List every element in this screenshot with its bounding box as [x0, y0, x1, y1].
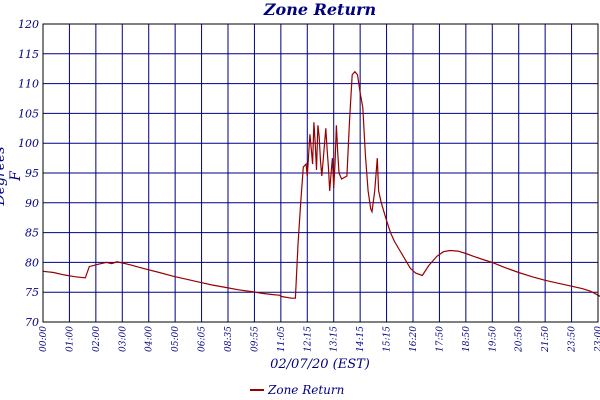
y-axis-label: Degrees F [0, 146, 24, 206]
x-tick-label: 06:05 [198, 326, 208, 352]
chart-title: Zone Return [263, 0, 377, 19]
series-line [42, 70, 600, 299]
y-tick-label: 110 [18, 78, 39, 91]
y-tick-label: 100 [18, 137, 39, 150]
x-tick-label: 21:50 [541, 326, 551, 353]
x-tick-label: 23:00 [594, 326, 600, 353]
x-tick-label: 20:50 [515, 326, 525, 353]
series-zone-return [42, 70, 600, 299]
legend-swatch [250, 389, 264, 391]
y-tick-labels: 70 75 80 85 90 95 100 105 110 115 120 [18, 18, 39, 329]
x-tick-label: 14:15 [356, 326, 366, 352]
x-tick-label: 00:00 [39, 326, 49, 352]
x-tick-label: 18:50 [462, 326, 472, 352]
y-tick-label: 120 [18, 18, 39, 31]
x-tick-label: 01:00 [65, 326, 75, 352]
x-tick-label: 17:50 [435, 326, 445, 352]
legend-label: Zone Return [268, 383, 345, 397]
x-tick-label: 19:50 [488, 326, 498, 352]
y-tick-label: 95 [25, 167, 39, 180]
y-tick-label: 80 [25, 256, 39, 269]
x-tick-labels: 00:00 01:00 02:00 03:00 04:00 05:00 06:05 08:35… [39, 326, 600, 353]
x-tick-label: 23:50 [568, 326, 578, 353]
x-tick-label: 08:35 [224, 326, 234, 352]
y-tick-label: 70 [25, 316, 39, 329]
x-tick-label: 04:00 [145, 326, 155, 352]
legend: Zone Return [250, 381, 344, 399]
x-tick-label: 15:15 [383, 326, 393, 352]
y-tick-label: 105 [18, 107, 39, 120]
x-tick-label: 12:15 [303, 326, 313, 352]
x-tick-label: 09:55 [250, 326, 260, 352]
y-tick-label: 75 [25, 286, 39, 299]
gridlines [42, 23, 599, 323]
x-tick-label: 03:00 [118, 326, 128, 352]
y-tick-label: 90 [25, 197, 39, 210]
x-axis-label: 02/07/20 (EST) [270, 357, 370, 372]
x-tick-label: 16:20 [409, 326, 419, 352]
x-tick-label: 11:05 [277, 326, 287, 352]
x-tick-label: 13:15 [330, 326, 340, 352]
y-tick-label: 115 [18, 48, 39, 61]
x-tick-label: 05:00 [171, 326, 181, 352]
y-tick-label: 85 [25, 227, 39, 240]
x-tick-label: 02:00 [92, 326, 102, 352]
plot-frame [42, 23, 599, 323]
